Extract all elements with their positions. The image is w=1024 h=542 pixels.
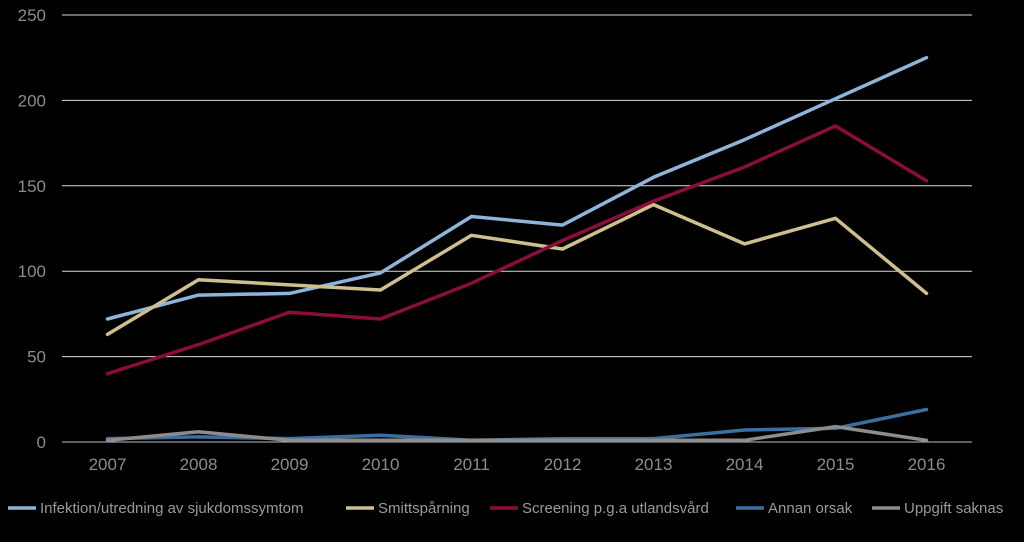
legend-label: Uppgift saknas xyxy=(904,500,1003,517)
series-line-smittsparning xyxy=(105,202,929,337)
series-line-uppgift-saknas xyxy=(105,424,929,443)
x-tick-label: 2011 xyxy=(453,455,490,474)
legend-label: Annan orsak xyxy=(768,500,853,517)
x-tick-label: 2014 xyxy=(726,455,764,474)
legend-label: Infektion/utredning av sjukdomssymtom xyxy=(40,500,303,517)
x-axis-ticks: 2007 2008 2009 2010 2011 2012 2013 2014 2015 2016 xyxy=(89,455,946,474)
series-line-infektion-utredning-av-sjukdomssymtom xyxy=(105,55,929,321)
x-tick-label: 2015 xyxy=(817,455,855,474)
series-lines xyxy=(105,55,929,443)
y-tick-label: 100 xyxy=(18,262,46,281)
y-tick-label: 200 xyxy=(18,91,46,110)
y-tick-label: 150 xyxy=(18,177,46,196)
x-tick-label: 2008 xyxy=(180,455,218,474)
series-line-screening-p-g-a-utlandsvard xyxy=(105,124,929,376)
legend: Infektion/utredning av sjukdomssymtom Smi… xyxy=(8,500,1003,517)
x-tick-label: 2012 xyxy=(544,455,582,474)
x-tick-label: 2016 xyxy=(908,455,946,474)
y-tick-label: 250 xyxy=(18,6,46,25)
y-tick-label: 50 xyxy=(27,348,46,367)
x-tick-label: 2009 xyxy=(271,455,309,474)
x-tick-label: 2010 xyxy=(362,455,400,474)
gridlines xyxy=(62,14,972,443)
legend-label: Screening p.g.a utlandsvård xyxy=(522,500,709,517)
x-tick-label: 2007 xyxy=(89,455,127,474)
x-tick-label: 2013 xyxy=(635,455,673,474)
y-tick-label: 0 xyxy=(37,433,46,452)
legend-label: Smittspårning xyxy=(378,500,470,517)
y-axis-ticks: 0 50 100 150 200 250 xyxy=(18,6,46,452)
